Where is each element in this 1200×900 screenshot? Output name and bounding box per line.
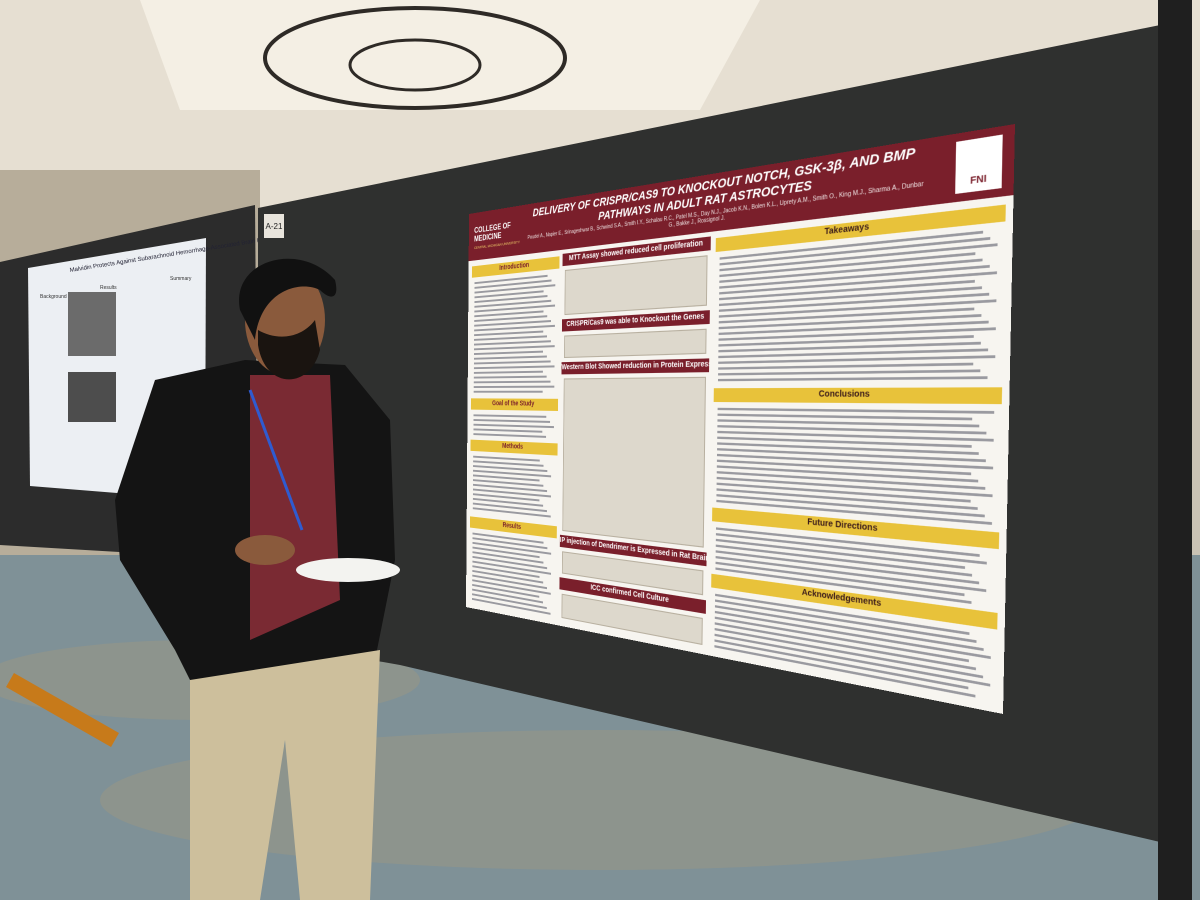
text-line <box>473 414 547 418</box>
hand <box>235 535 295 565</box>
text-line <box>473 370 543 374</box>
text-line <box>473 428 543 433</box>
text-line <box>473 350 544 355</box>
lanyard <box>248 389 304 531</box>
section-heading: Conclusions <box>713 387 1003 405</box>
floor-pole <box>6 673 119 747</box>
left-poster-figure <box>68 372 116 422</box>
plate <box>296 558 400 582</box>
left-poster-section: Results <box>100 285 117 291</box>
text-line <box>717 376 988 382</box>
beard <box>258 320 320 380</box>
text-line <box>473 355 547 360</box>
text-line <box>473 390 543 393</box>
text-line <box>473 385 555 388</box>
figure <box>562 376 706 548</box>
text-line <box>473 423 554 429</box>
board-pole <box>1158 0 1192 900</box>
text-line <box>718 362 974 370</box>
chandelier <box>263 6 567 110</box>
section-heading: Methods <box>470 439 558 456</box>
text-line <box>718 369 981 376</box>
text-line <box>473 360 551 365</box>
booth-sign <box>264 214 284 238</box>
trousers <box>190 650 380 900</box>
text-line <box>473 365 555 370</box>
section-heading: Western Blot Showed reduction in Protein… <box>561 358 710 375</box>
section-heading: Goal of the Study <box>470 398 559 411</box>
chandelier-ring <box>348 38 482 92</box>
figure <box>564 255 708 316</box>
text-line <box>473 419 551 423</box>
left-poster-section: Background <box>40 294 67 300</box>
text-line <box>717 407 995 414</box>
ceiling-recess <box>140 0 760 110</box>
text-line <box>473 380 551 384</box>
logo: FNI <box>955 134 1003 194</box>
left-poster-section: Summary <box>170 276 192 282</box>
left-poster-figure <box>68 292 116 356</box>
text-line <box>473 433 547 438</box>
text-line <box>473 375 547 379</box>
text-line <box>474 345 555 351</box>
figure <box>564 328 707 359</box>
hair <box>239 258 337 340</box>
booth-label: A-21 <box>266 222 283 231</box>
